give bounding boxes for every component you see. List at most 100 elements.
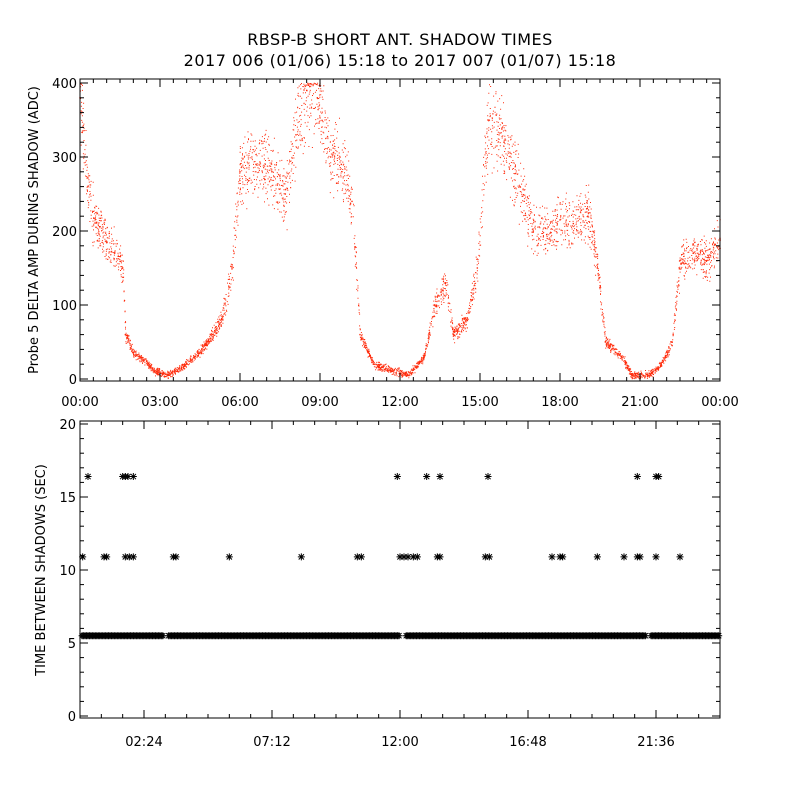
interval-point <box>297 553 305 561</box>
amplitude-y-tick-label: 400 <box>52 77 77 92</box>
interval-point <box>353 553 361 561</box>
amplitude-x-tick-label: 00:00 <box>701 395 738 410</box>
interval-point <box>103 553 111 561</box>
amplitude-x-tick-label: 15:00 <box>461 395 498 410</box>
interval-point <box>548 553 556 561</box>
amplitude-point <box>316 97 319 99</box>
interval-point <box>172 553 180 561</box>
amplitude-point <box>284 193 287 195</box>
amplitude-x-tick-label: 09:00 <box>301 395 338 410</box>
interval-point <box>129 473 137 481</box>
amplitude-x-tick-label: 18:00 <box>541 395 578 410</box>
amplitude-y-tick-label: 0 <box>69 373 77 388</box>
amplitude-point <box>113 252 116 254</box>
amplitude-plot-frame <box>79 78 721 382</box>
interval-point <box>79 553 87 561</box>
interval-point <box>423 473 431 481</box>
interval-point <box>620 553 628 561</box>
interval-point <box>84 473 92 481</box>
interval-point <box>400 553 408 561</box>
amplitude-point <box>295 134 297 136</box>
amplitude-point <box>87 185 89 188</box>
amplitude-point <box>585 208 588 210</box>
amplitude-scatter-cloud <box>80 82 721 380</box>
amplitude-point <box>596 267 599 269</box>
amplitude-point <box>452 333 455 336</box>
interval-baseline-point <box>715 632 723 640</box>
interval-x-tick-label: 12:00 <box>381 735 418 750</box>
interval-point <box>636 553 644 561</box>
interval-point <box>125 553 133 561</box>
amplitude-point <box>239 171 241 173</box>
amplitude-point <box>207 341 209 343</box>
amplitude-x-tick-label: 21:00 <box>621 395 658 410</box>
amplitude-y-tick-label: 200 <box>52 225 77 240</box>
interval-point <box>652 553 660 561</box>
interval-point <box>357 553 365 561</box>
amplitude-point <box>255 163 257 166</box>
amplitude-x-tick-label: 06:00 <box>221 395 258 410</box>
interval-y-tick-label: 0 <box>68 710 76 725</box>
interval-point <box>409 553 417 561</box>
interval-points <box>78 473 723 640</box>
interval-x-tick-label: 02:24 <box>125 735 162 750</box>
amplitude-point <box>487 119 489 121</box>
amplitude-y-tick-label: 100 <box>52 299 77 314</box>
amplitude-point <box>476 267 479 269</box>
interval-baseline-point <box>641 632 649 640</box>
interval-point <box>436 553 444 561</box>
interval-plot-frame <box>79 420 721 719</box>
amplitude-point <box>519 185 521 188</box>
interval-point <box>559 553 567 561</box>
amplitude-x-tick-label: 12:00 <box>381 395 418 410</box>
amplitude-point <box>388 369 391 371</box>
interval-x-tick-label: 21:36 <box>637 735 674 750</box>
interval-baseline-point <box>159 632 167 640</box>
interval-point <box>124 473 132 481</box>
amplitude-point <box>351 200 353 203</box>
interval-y-tick-label: 5 <box>68 637 76 652</box>
amplitude-point <box>572 222 575 225</box>
interval-y-tick-label: 10 <box>59 564 76 579</box>
interval-ticks: 0 5 10 15 20 02:24 07:12 12:00 16:48 21:36 <box>59 418 720 750</box>
interval-baseline-point <box>395 632 403 640</box>
amplitude-point <box>231 267 233 269</box>
interval-point <box>484 473 492 481</box>
interval-point <box>396 553 404 561</box>
interval-point <box>404 553 412 561</box>
interval-y-tick-label: 15 <box>59 491 76 506</box>
amplitude-point <box>153 370 156 373</box>
interval-point <box>655 473 663 481</box>
interval-point <box>633 473 641 481</box>
amplitude-point <box>359 333 361 336</box>
interval-point <box>393 473 401 481</box>
chart-subtitle: 2017 006 (01/06) 15:18 to 2017 007 (01/0… <box>183 51 617 70</box>
amplitude-point <box>559 219 561 221</box>
interval-y-axis-label: TIME BETWEEN SHADOWS (SEC) <box>34 464 49 677</box>
amplitude-point <box>465 319 468 321</box>
interval-point <box>676 553 684 561</box>
amplitude-point <box>329 156 332 158</box>
interval-point <box>121 553 129 561</box>
interval-point <box>485 553 493 561</box>
amplitude-point <box>407 374 409 376</box>
interval-x-tick-label: 07:12 <box>253 735 290 750</box>
interval-point <box>436 473 444 481</box>
interval-point <box>413 553 421 561</box>
chart-title: RBSP-B SHORT ANT. SHADOW TIMES <box>247 30 553 49</box>
interval-point <box>225 553 233 561</box>
amplitude-x-tick-label: 03:00 <box>141 395 178 410</box>
amplitude-points <box>79 82 721 380</box>
amplitude-point <box>532 230 535 232</box>
amplitude-point <box>124 333 127 336</box>
amplitude-x-tick-label: 00:00 <box>61 395 98 410</box>
amplitude-point <box>105 241 108 243</box>
amplitude-y-tick-label: 300 <box>52 151 77 166</box>
interval-point <box>481 553 489 561</box>
interval-y-tick-label: 20 <box>59 418 76 433</box>
amplitude-point <box>705 259 708 262</box>
amplitude-point <box>679 259 681 262</box>
amplitude-ticks: 0 100 200 300 400 00:00 03:00 06:00 09:00 12:00 15… <box>52 77 739 410</box>
interval-point <box>129 553 137 561</box>
